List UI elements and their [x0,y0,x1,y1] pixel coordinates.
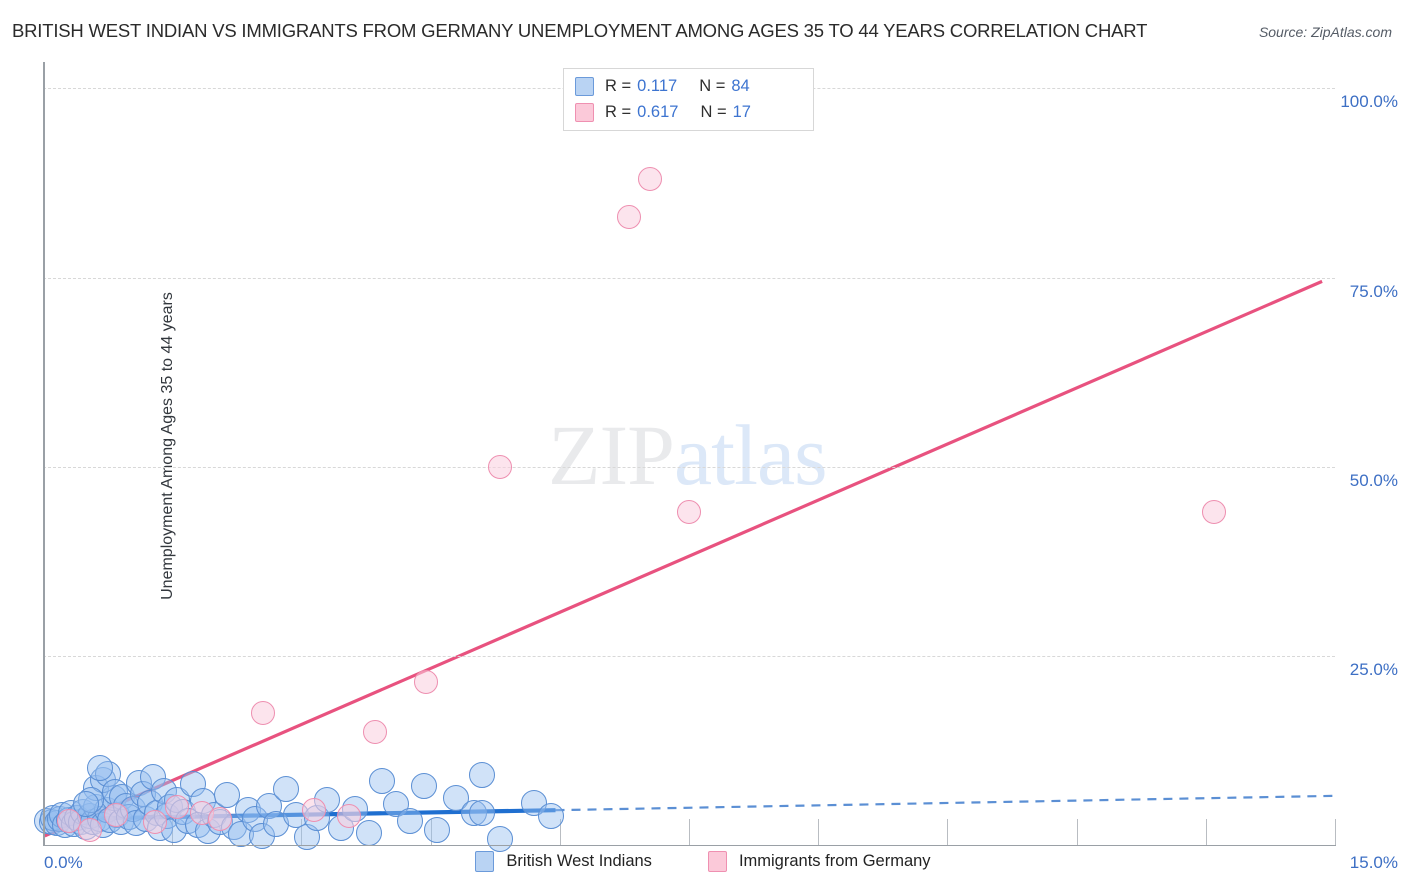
series-legend: British West Indians Immigrants from Ger… [0,851,1406,872]
data-point[interactable] [355,819,382,846]
y-axis-line [43,62,45,846]
stats-r-label-pink: R = [605,102,632,121]
x-axis-tick [818,819,820,845]
data-point[interactable] [616,205,641,230]
stats-n-value-blue: 84 [731,76,750,95]
legend-item-british-west-indians[interactable]: British West Indians [475,851,652,872]
data-point[interactable] [207,807,232,832]
data-point[interactable] [56,808,81,833]
data-point[interactable] [538,803,565,830]
legend-label-blue: British West Indians [506,852,652,870]
gridline-y [43,466,1335,468]
x-axis-min-label: 0.0% [44,853,83,872]
trendlines [42,279,1336,838]
x-axis-tick [947,819,949,845]
gridline-y [43,655,1335,657]
data-point[interactable] [424,816,451,843]
page-title: BRITISH WEST INDIAN VS IMMIGRANTS FROM G… [12,20,1148,41]
correlation-stats-box: R = 0.117 N = 84 R = 0.617 N = 17 [563,68,814,131]
legend-swatch-blue [475,851,495,872]
data-point[interactable] [362,719,387,744]
data-point[interactable] [302,798,327,823]
data-point[interactable] [410,772,437,799]
data-point[interactable] [142,810,167,835]
plot-area [34,62,1336,852]
data-point[interactable] [1202,500,1227,525]
data-point[interactable] [638,167,663,192]
x-axis-tick [1335,819,1336,845]
data-point[interactable] [250,700,275,725]
stats-r-label-blue: R = [605,76,632,95]
trendline-pink [44,279,1323,838]
x-axis-tick [559,819,561,845]
x-axis-tick [1076,819,1078,845]
data-point[interactable] [414,670,439,695]
data-point[interactable] [469,800,496,827]
stats-r-value-blue: 0.117 [637,76,678,95]
x-axis-tick [689,819,690,845]
data-point[interactable] [396,807,423,834]
y-axis-tick-label: 50.0% [1349,470,1398,490]
data-point[interactable] [336,804,361,829]
data-point[interactable] [272,776,299,803]
data-point[interactable] [369,768,396,795]
x-axis-tick [1205,819,1207,845]
data-point[interactable] [86,754,113,781]
y-axis-tick-label: 100.0% [1340,92,1398,112]
legend-label-pink: Immigrants from Germany [738,852,931,870]
stats-r-value-pink: 0.617 [637,102,679,121]
stats-n-label-blue: N = [699,76,726,95]
stats-row-blue: R = 0.117 N = 84 [575,73,750,99]
data-point[interactable] [164,795,189,820]
data-point[interactable] [677,500,701,525]
stats-n-label-pink: N = [700,102,727,121]
data-point[interactable] [78,817,103,842]
y-axis-tick-label: 75.0% [1349,281,1398,301]
x-axis-max-label: 15.0% [1349,853,1398,872]
data-point[interactable] [469,762,496,789]
data-point[interactable] [104,802,129,827]
stats-row-pink: R = 0.617 N = 17 [575,99,751,125]
gridline-y [43,277,1335,279]
trendline-blue-extension [555,794,1336,812]
data-point[interactable] [486,825,513,852]
source-label: Source: ZipAtlas.com [1258,24,1392,40]
legend-item-immigrants-from-germany[interactable]: Immigrants from Germany [707,851,931,872]
stats-swatch-pink [575,102,594,122]
stats-n-value-pink: 17 [732,102,751,121]
legend-swatch-pink [707,851,727,872]
y-axis-tick-label: 25.0% [1349,659,1398,679]
data-point[interactable] [487,454,512,479]
x-axis-line [43,845,1336,846]
stats-swatch-blue [575,76,594,96]
